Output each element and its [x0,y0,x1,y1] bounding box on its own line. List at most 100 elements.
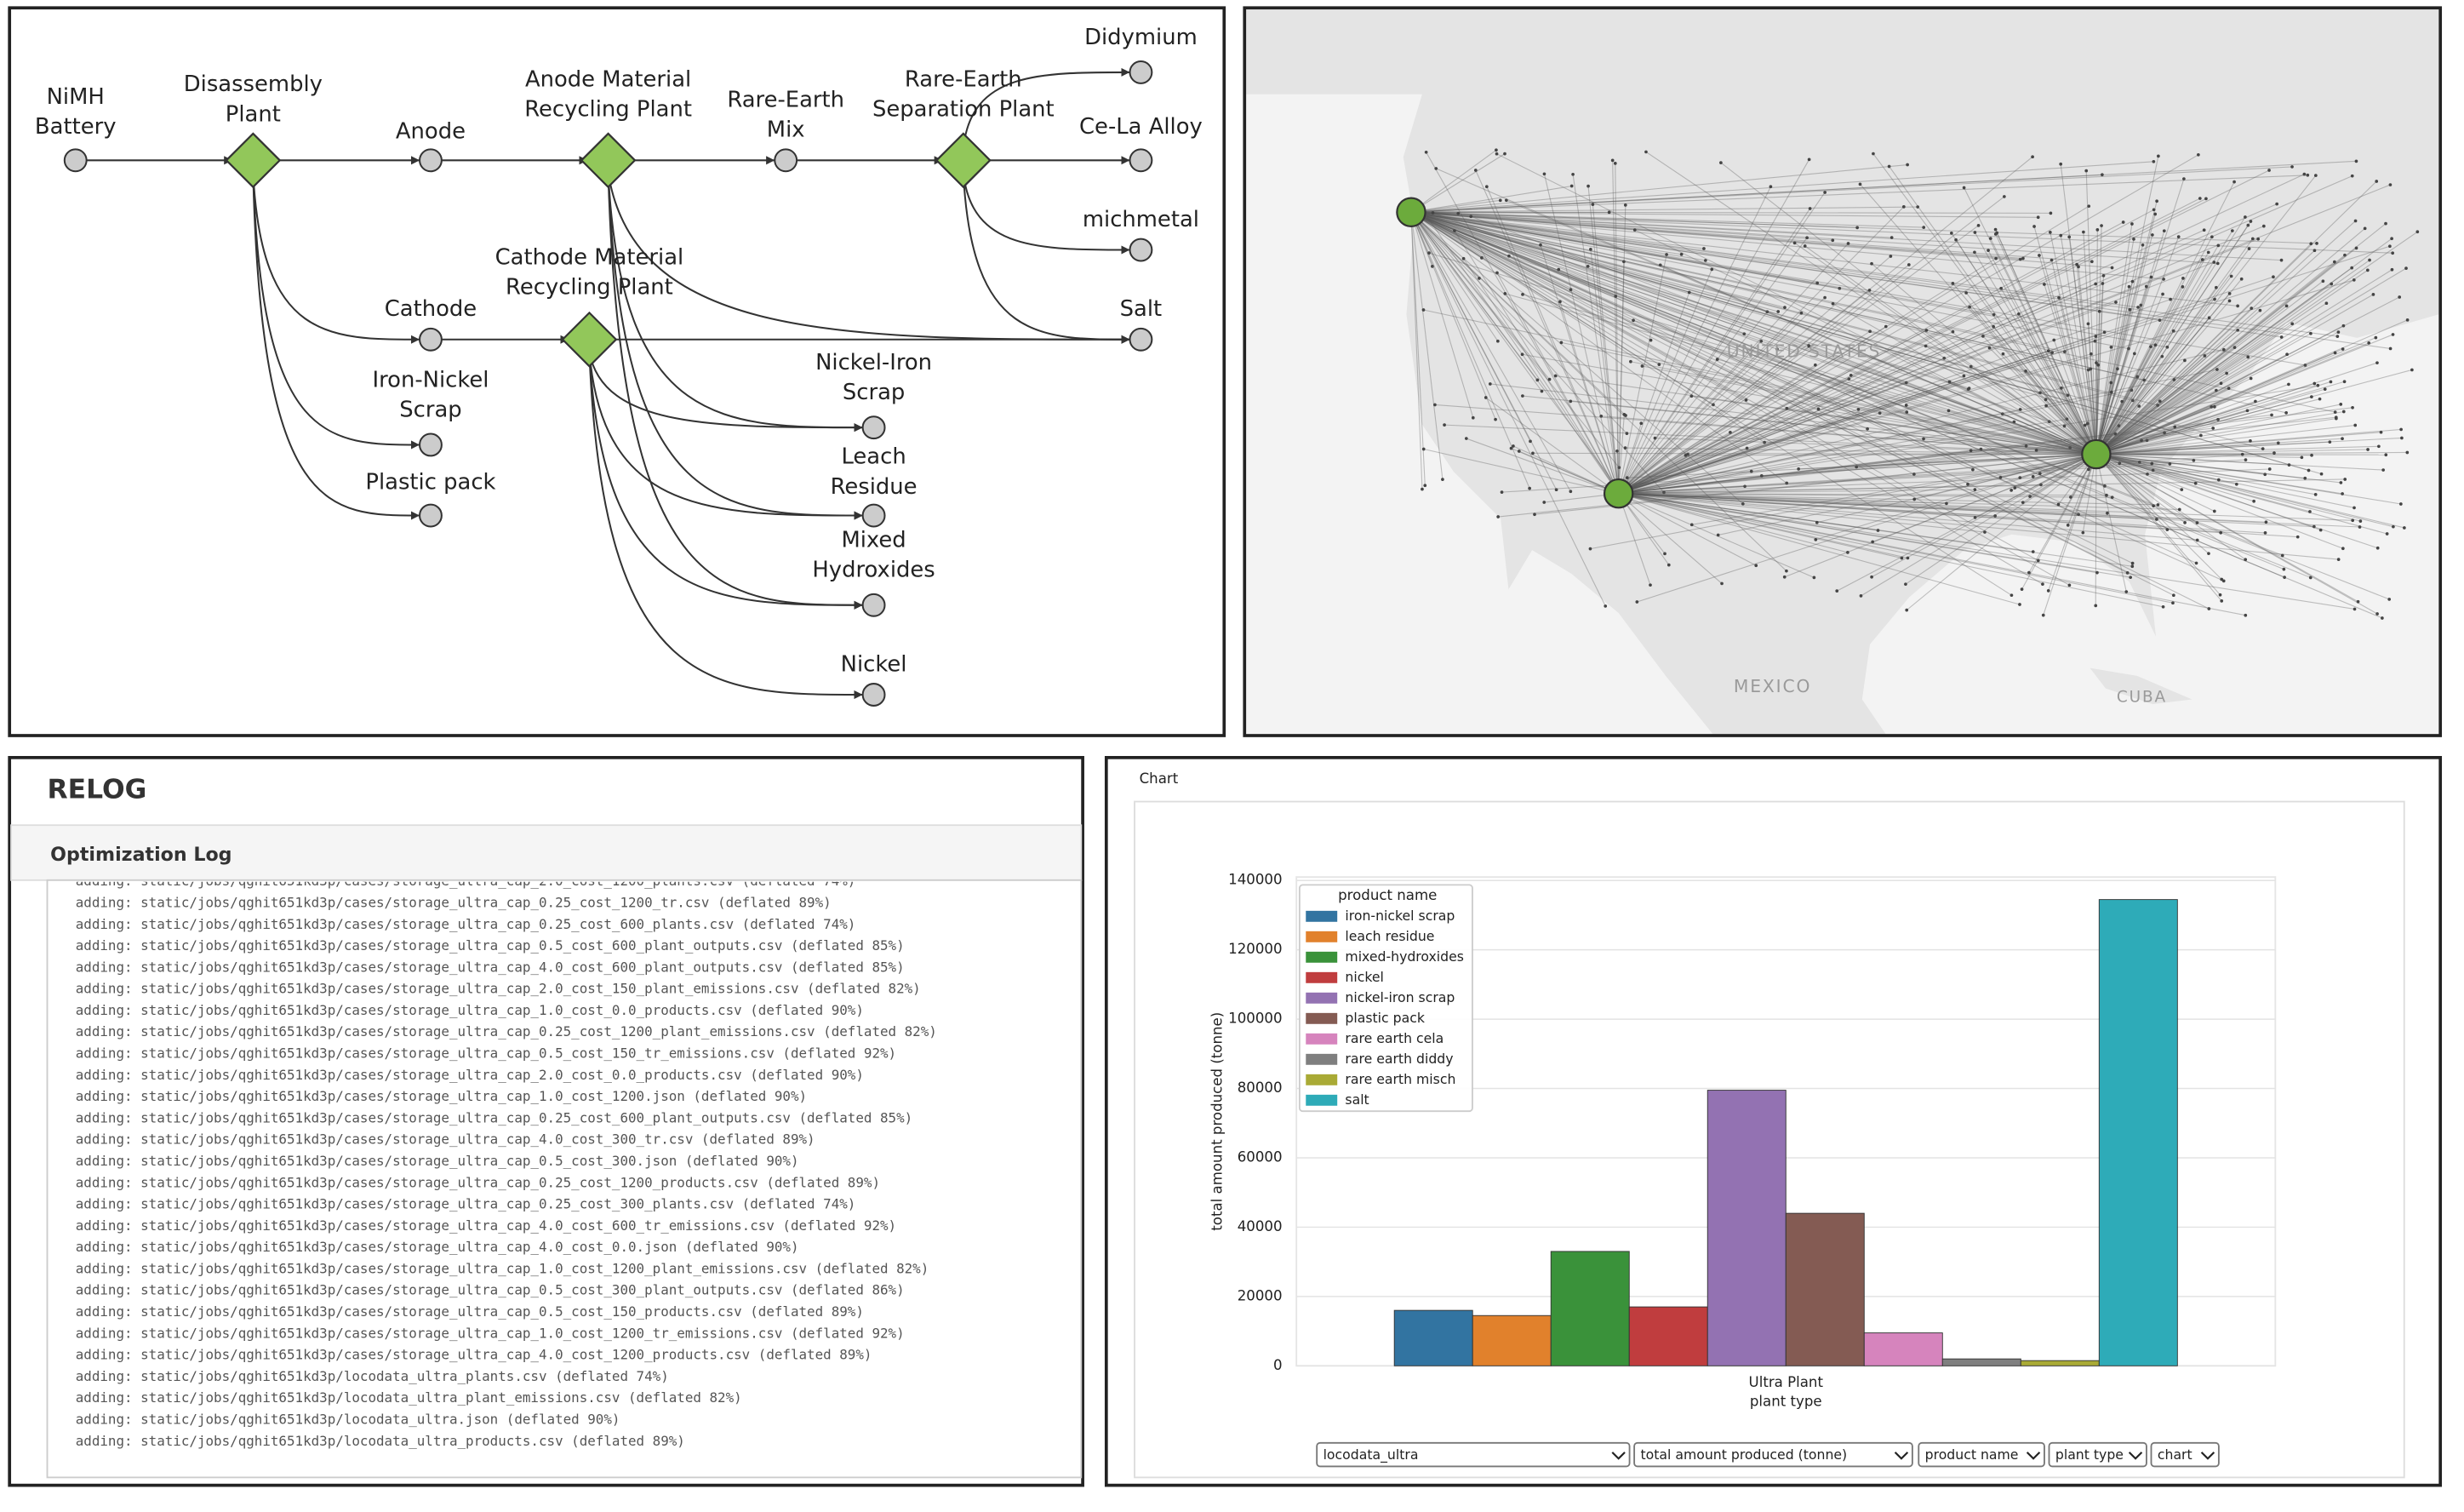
flow-dot [2083,423,2087,427]
flow-line [2095,454,2196,484]
flow-dot [2310,453,2313,457]
flow-dot [2117,424,2121,427]
flow-dot [1785,481,1789,485]
flow-dot [2239,277,2244,281]
flow-line [1410,211,1558,490]
bar [2020,1360,2100,1366]
flow-dot [2130,398,2135,403]
flow-dot [1591,203,1595,206]
flow-line [1618,493,2180,511]
dropdown[interactable] [2048,1441,2147,1468]
flow-dot [1496,339,1500,343]
flow-dot [2310,395,2313,398]
flow-line [1949,381,2097,455]
flow-dot [2173,425,2177,429]
flow-line [1618,205,2090,495]
flow-dot [1521,292,1524,296]
flow-line [1410,211,1706,261]
dropdown[interactable] [1633,1441,1913,1468]
flow-line [1860,184,2097,455]
flow-dot [2375,546,2380,550]
flow-dot [1754,564,1758,568]
flow-dot [2087,467,2090,472]
flow-line [1454,230,1620,494]
flow-line [1410,211,2041,393]
flow-line [1872,454,2097,542]
legend-swatch [1306,1094,1338,1106]
flow-line [1906,404,2097,455]
flow-dot [2000,412,2004,416]
flow-dot [1976,223,1981,227]
flow-line [1410,206,1918,213]
flow-line [2095,440,2250,455]
flow-line [1410,211,2306,366]
flow-dot [2215,368,2219,371]
flow-dot [1831,238,1835,243]
flow-line [2095,238,2135,455]
flow-dot [1473,169,1478,172]
flow-dot [2197,152,2200,157]
panel-title: Chart [1140,770,1179,787]
dropdown[interactable] [1316,1441,1631,1468]
flow-dot [2379,430,2383,434]
flow-line [1410,211,1499,342]
edge [252,172,420,344]
flow-dot [2353,607,2357,611]
flow-dot [2244,613,2248,617]
flow-line [1410,211,2021,261]
y-tick-label: 20000 [1238,1287,1283,1303]
flow-line [1618,192,1826,495]
flow-dot [2109,390,2113,394]
flow-dot [2018,408,2022,411]
flow-line [1410,211,2133,401]
flow-dot [1889,255,1893,258]
flow-dot [2375,361,2379,365]
log-line: adding: static/jobs/qghit651kd3p/cases/s… [76,1045,896,1062]
flow-dot [1644,150,1648,154]
dropdown[interactable] [1918,1441,2045,1468]
legend-label: iron-nickel scrap [1345,908,1455,924]
flow-dot [1924,344,1928,348]
flow-dot [2272,451,2276,455]
flow-line [1410,212,1426,486]
log-line: adding: static/jobs/qghit651kd3p/cases/s… [76,1131,815,1148]
flow-dot [1657,363,1661,366]
dropdown[interactable] [2150,1441,2220,1468]
flow-line [1410,211,2160,321]
flow-line [1410,211,1626,416]
flow-dot [1662,490,1666,495]
flow-line [2095,441,2330,455]
flow-dot [2263,531,2267,535]
flow-line [1618,414,2272,495]
flow-line [1787,408,2096,455]
flow-dot [1484,396,1488,399]
flow-line [1618,186,1771,494]
flow-line [1506,199,2097,455]
flow-line [1618,421,2015,495]
flow-line [2095,396,2313,455]
product-node [861,415,886,440]
flow-dot [1547,377,1552,381]
flow-dot [1610,158,1615,163]
flow-dot [2198,197,2202,200]
flow-dot [2101,273,2106,278]
flow-line [2095,278,2243,455]
flow-line [1618,418,2067,495]
flow-line [2076,264,2097,455]
flow-dot [2318,528,2323,532]
flow-line [2095,329,2238,455]
flow-line [2095,226,2102,455]
flow-line [1561,341,2096,455]
flow-line [1618,169,2270,495]
flow-dot [2220,599,2224,603]
flow-line [1618,493,2021,605]
flow-dot [1884,324,1888,329]
flow-dot [2415,230,2420,234]
flow-line [1618,276,2274,495]
flow-line [1543,174,1620,494]
flow-dot [2221,579,2226,583]
flow-line [1618,493,1651,586]
edge [962,67,1130,149]
flow-line [1618,312,1802,495]
product-node [419,148,443,173]
